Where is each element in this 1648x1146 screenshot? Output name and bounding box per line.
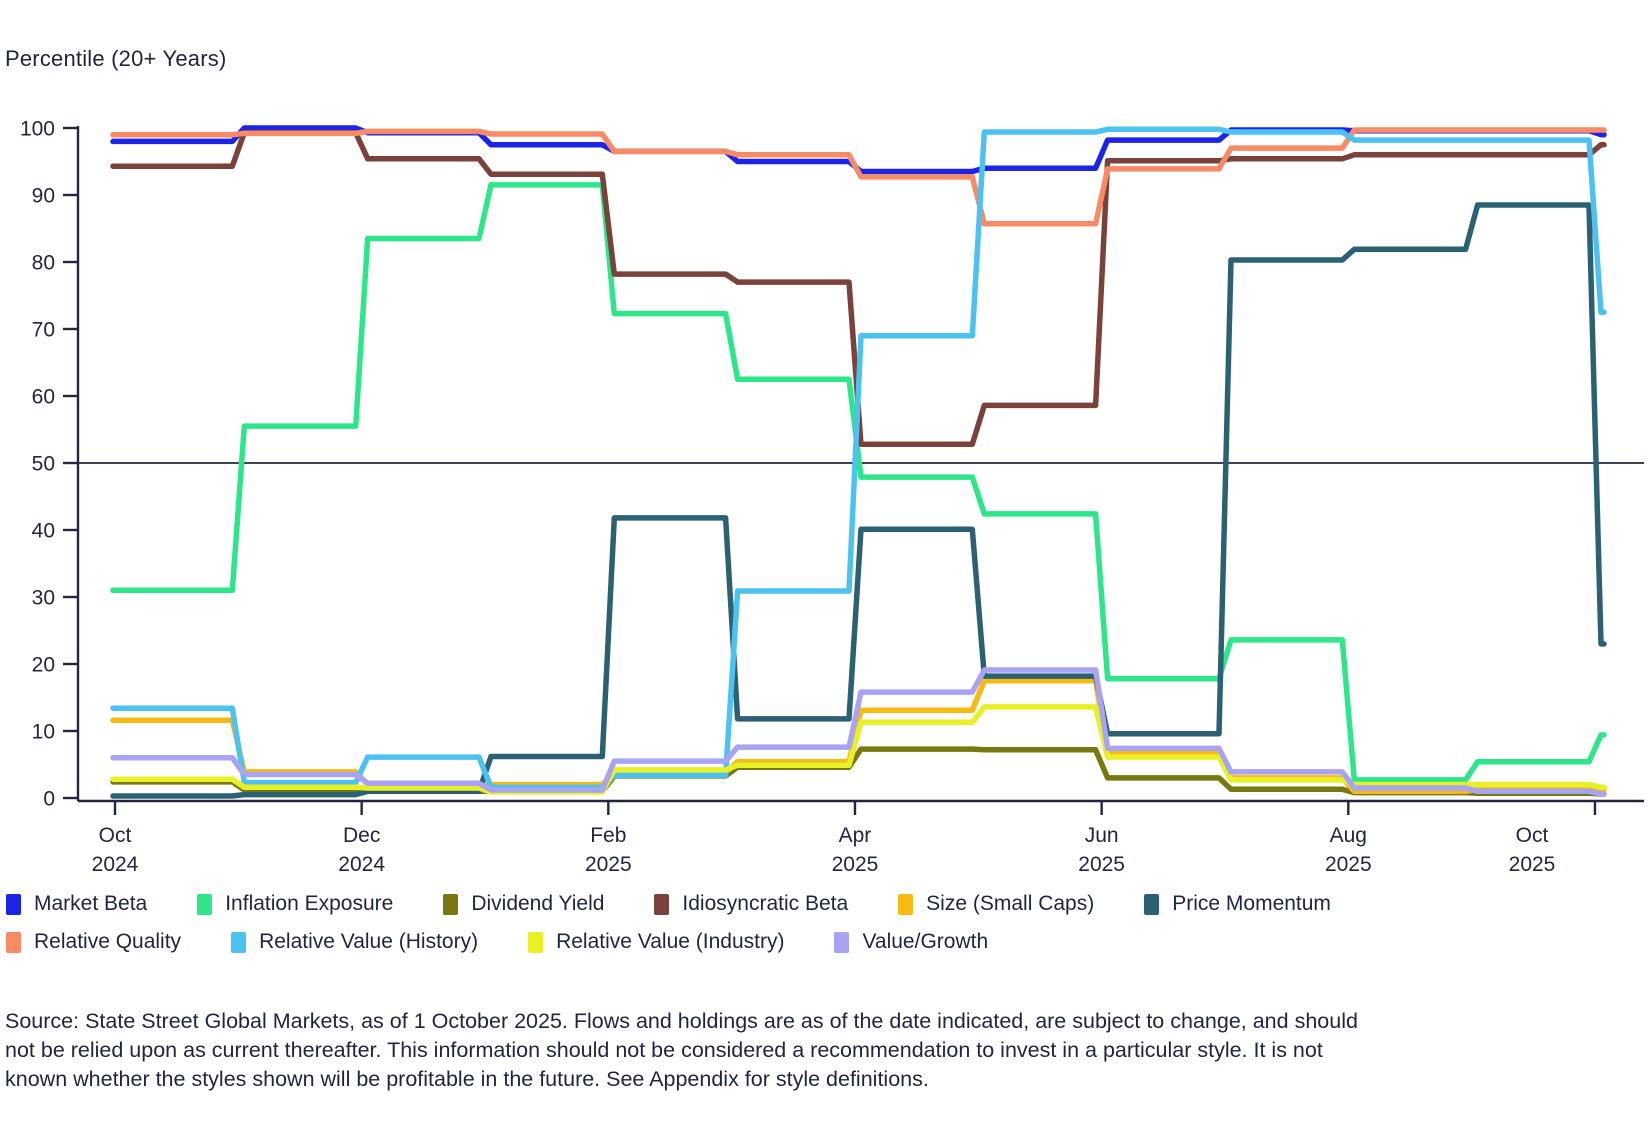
- legend-item-relative-value-industry: Relative Value (Industry): [528, 930, 784, 954]
- axis-tick-label: Dec: [343, 824, 380, 847]
- axis-tick-label: 2024: [92, 853, 139, 876]
- legend-label: Value/Growth: [862, 930, 989, 953]
- axis-tick-label: 40: [32, 520, 55, 543]
- series-line-relative-quality: [110, 127, 1607, 227]
- legend-item-market-beta: Market Beta: [6, 892, 147, 916]
- legend-swatch-icon: [443, 893, 459, 915]
- legend-label: Inflation Exposure: [225, 892, 394, 915]
- legend-item-idiosyncratic-beta: Idiosyncratic Beta: [654, 892, 848, 916]
- axis-tick-label: 80: [32, 252, 55, 275]
- legend-label: Relative Quality: [34, 930, 182, 953]
- series-line-value-growth: [110, 667, 1607, 797]
- legend-swatch-icon: [834, 931, 850, 953]
- legend-item-relative-value-history: Relative Value (History): [231, 930, 478, 954]
- legend-swatch-icon: [528, 931, 544, 953]
- axis-tick-label: 2025: [1509, 853, 1556, 876]
- legend-item-size-small-caps: Size (Small Caps): [898, 892, 1094, 916]
- axis-tick-label: 2024: [338, 853, 385, 876]
- source-line: known whether the styles shown will be p…: [5, 1067, 929, 1091]
- legend-item-price-momentum: Price Momentum: [1144, 892, 1331, 916]
- axis-tick-label: 50: [32, 453, 55, 476]
- axis-tick-label: 100: [20, 118, 55, 141]
- legend-item-dividend-yield: Dividend Yield: [443, 892, 604, 916]
- axis-tick-label: Feb: [590, 824, 626, 847]
- source-note: Source: State Street Global Markets, as …: [5, 1007, 1645, 1094]
- chart-title: Percentile (20+ Years): [5, 46, 227, 71]
- axis-tick-label: Oct: [99, 824, 132, 847]
- legend-item-relative-quality: Relative Quality: [6, 930, 181, 954]
- legend-swatch-icon: [1144, 893, 1160, 915]
- axis-tick-label: 2025: [1078, 853, 1125, 876]
- legend-item-value-growth: Value/Growth: [834, 930, 988, 954]
- axis-tick-label: 30: [32, 587, 55, 610]
- legend-swatch-icon: [898, 893, 914, 915]
- legend-item-inflation-exposure: Inflation Exposure: [197, 892, 393, 916]
- legend-label: Price Momentum: [1172, 892, 1331, 915]
- axis-tick-label: 10: [32, 721, 55, 744]
- legend-label: Dividend Yield: [471, 892, 605, 915]
- axis-tick-label: Jun: [1085, 824, 1119, 847]
- legend-label: Relative Value (Industry): [556, 930, 785, 953]
- legend-label: Size (Small Caps): [926, 892, 1095, 915]
- axis-tick-label: 70: [32, 319, 55, 342]
- axis-tick-label: Oct: [1516, 824, 1549, 847]
- axis-tick-label: 2025: [1325, 853, 1372, 876]
- axis-tick-label: 2025: [832, 853, 879, 876]
- axis-tick-label: 2025: [585, 853, 632, 876]
- legend-swatch-icon: [231, 931, 247, 953]
- axis-tick-label: 20: [32, 654, 55, 677]
- axis-tick-label: 90: [32, 185, 55, 208]
- series-line-inflation-exposure: [110, 182, 1607, 783]
- series-line-relative-value-history: [110, 126, 1607, 791]
- axis-tick-label: 60: [32, 386, 55, 409]
- legend: Market Beta Inflation Exposure Dividend Yi…: [6, 892, 1476, 954]
- legend-label: Market Beta: [34, 892, 148, 915]
- series-line-price-momentum: [110, 202, 1607, 799]
- legend-swatch-icon: [6, 893, 21, 915]
- legend-label: Idiosyncratic Beta: [682, 892, 849, 915]
- axis-tick-label: 0: [43, 788, 55, 811]
- axis-tick-label: Aug: [1330, 824, 1367, 847]
- series-line-idiosyncratic-beta: [110, 129, 1607, 447]
- series-line-relative-value-industry: [110, 704, 1607, 795]
- legend-label: Relative Value (History): [259, 930, 479, 953]
- legend-swatch-icon: [6, 931, 21, 953]
- source-line: Source: State Street Global Markets, as …: [5, 1009, 1358, 1033]
- legend-swatch-icon: [654, 893, 670, 915]
- legend-swatch-icon: [197, 893, 213, 915]
- axis-tick-label: Apr: [839, 824, 872, 847]
- source-line: not be relied upon as current thereafter…: [5, 1038, 1323, 1062]
- percentile-chart: 0 10 20 30 40 50 60 70 80 90 100 Oct 2024 Dec 2024 Feb 2…: [20, 118, 1644, 876]
